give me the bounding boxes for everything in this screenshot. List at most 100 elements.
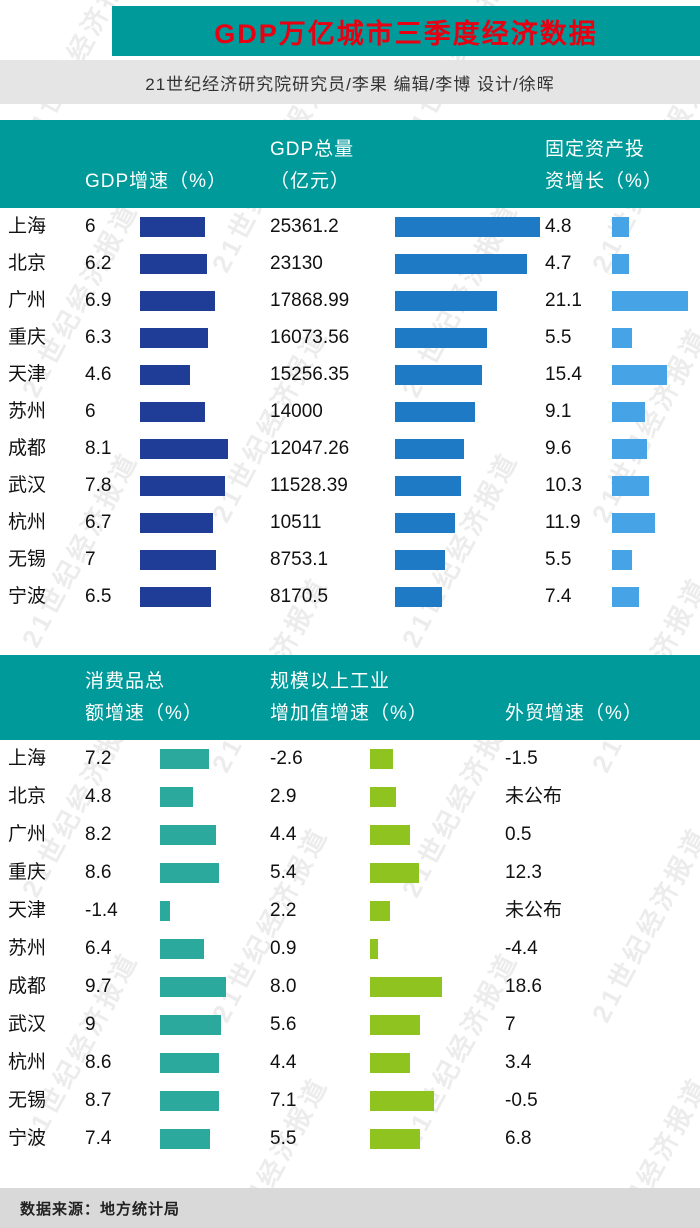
header-line: 固定资产投 (545, 139, 646, 160)
value-bar (140, 438, 228, 459)
value-bar (370, 901, 390, 921)
table-row: 成都 8.1 12047.26 9.6 (0, 430, 700, 467)
value-label: 6.7 (85, 512, 112, 533)
value-label: 5.6 (270, 1014, 297, 1035)
value-bar (395, 512, 456, 533)
table-row: 重庆 6.3 16073.56 5.5 (0, 319, 700, 356)
value-bar (612, 290, 688, 311)
value-label: 15256.35 (270, 364, 350, 385)
city-label: 杭州 (8, 1052, 47, 1073)
table-row: 杭州 6.7 10511 11.9 (0, 504, 700, 541)
value-label: 15.4 (545, 364, 582, 385)
table-row: 天津 -1.4 2.2 未公布 (0, 892, 700, 930)
value-label: 未公布 (505, 900, 563, 921)
city-label: 苏州 (8, 401, 47, 422)
value-bar (395, 290, 498, 311)
table-row: 无锡 8.7 7.1 -0.5 (0, 1082, 700, 1120)
column-header-gdp-growth: GDP增速（%） (85, 166, 227, 198)
table-row: 苏州 6 14000 9.1 (0, 393, 700, 430)
value-bar (612, 438, 647, 459)
byline-bar: 21世纪经济研究院研究员/李果 编辑/李博 设计/徐晖 (0, 60, 700, 104)
value-label: 25361.2 (270, 216, 339, 237)
value-label: 2.2 (270, 900, 297, 921)
title-bar: GDP万亿城市三季度经济数据 (112, 6, 700, 56)
value-label: 9 (85, 1014, 96, 1035)
table-row: 宁波 6.5 8170.5 7.4 (0, 578, 700, 615)
value-label: 6 (85, 401, 96, 422)
city-label: 无锡 (8, 549, 47, 570)
value-label: 3.4 (505, 1052, 532, 1073)
value-label: 6.5 (85, 586, 112, 607)
value-bar (160, 1015, 222, 1035)
table-row: 广州 8.2 4.4 0.5 (0, 816, 700, 854)
value-bar (160, 1091, 220, 1111)
value-bar (160, 977, 226, 997)
table-row: 武汉 9 5.6 7 (0, 1006, 700, 1044)
value-label: 8170.5 (270, 586, 329, 607)
value-bar (160, 901, 170, 921)
value-bar (395, 253, 528, 274)
value-label: 6.2 (85, 253, 112, 274)
value-label: 16073.56 (270, 327, 350, 348)
value-bar (160, 1129, 211, 1149)
value-label: 8.6 (85, 1052, 112, 1073)
value-label: 7.1 (270, 1090, 297, 1111)
value-bar (370, 1129, 420, 1149)
city-label: 宁波 (8, 1128, 47, 1149)
header-line: 资增长（%） (545, 171, 663, 192)
table-row: 上海 6 25361.2 4.8 (0, 208, 700, 245)
header-line: （亿元） (270, 171, 351, 192)
city-label: 广州 (8, 290, 47, 311)
value-bar (370, 787, 397, 807)
value-label: 21.1 (545, 290, 582, 311)
header-line: 增加值增速（%） (270, 703, 428, 724)
value-bar (370, 1091, 434, 1111)
value-label: -2.6 (270, 748, 303, 769)
value-bar (140, 327, 209, 348)
value-bar (370, 977, 442, 997)
value-bar (370, 1053, 410, 1073)
value-label: 10.3 (545, 475, 582, 496)
value-bar (140, 586, 211, 607)
value-bar (612, 475, 650, 496)
table2-header-band: 消费品总 额增速（%） 规模以上工业 增加值增速（%） 外贸增速（%） (0, 655, 700, 740)
value-label: 0.9 (270, 938, 297, 959)
value-bar (395, 327, 487, 348)
city-label: 天津 (8, 900, 47, 921)
value-bar (140, 290, 215, 311)
value-bar (395, 475, 461, 496)
table-row: 上海 7.2 -2.6 -1.5 (0, 740, 700, 778)
value-label: 23130 (270, 253, 323, 274)
value-label: 未公布 (505, 786, 563, 807)
value-label: -4.4 (505, 938, 538, 959)
value-label: 5.5 (545, 327, 572, 348)
value-label: 9.1 (545, 401, 572, 422)
page-title: GDP万亿城市三季度经济数据 (214, 18, 598, 49)
value-label: -1.4 (85, 900, 118, 921)
header-line: GDP增速（%） (85, 171, 228, 192)
table-row: 北京 4.8 2.9 未公布 (0, 778, 700, 816)
value-bar (140, 475, 225, 496)
table-row: 苏州 6.4 0.9 -4.4 (0, 930, 700, 968)
value-label: 6.4 (85, 938, 112, 959)
value-label: 4.7 (545, 253, 572, 274)
value-bar (370, 1015, 421, 1035)
city-label: 武汉 (8, 1014, 47, 1035)
value-label: 14000 (270, 401, 323, 422)
byline-text: 21世纪经济研究院研究员/李果 编辑/李博 设计/徐晖 (145, 74, 555, 94)
value-label: 5.5 (545, 549, 572, 570)
value-label: 6 (85, 216, 96, 237)
city-label: 宁波 (8, 586, 47, 607)
value-label: 12047.26 (270, 438, 350, 459)
city-label: 武汉 (8, 475, 47, 496)
value-label: 7.4 (545, 586, 572, 607)
city-label: 无锡 (8, 1090, 47, 1111)
value-label: 4.8 (545, 216, 572, 237)
value-label: 9.6 (545, 438, 572, 459)
value-label: 7.8 (85, 475, 112, 496)
table-row: 广州 6.9 17868.99 21.1 (0, 282, 700, 319)
city-label: 天津 (8, 364, 47, 385)
value-label: 7 (505, 1014, 516, 1035)
value-bar (160, 1053, 219, 1073)
header-line: GDP总量 (270, 139, 355, 160)
